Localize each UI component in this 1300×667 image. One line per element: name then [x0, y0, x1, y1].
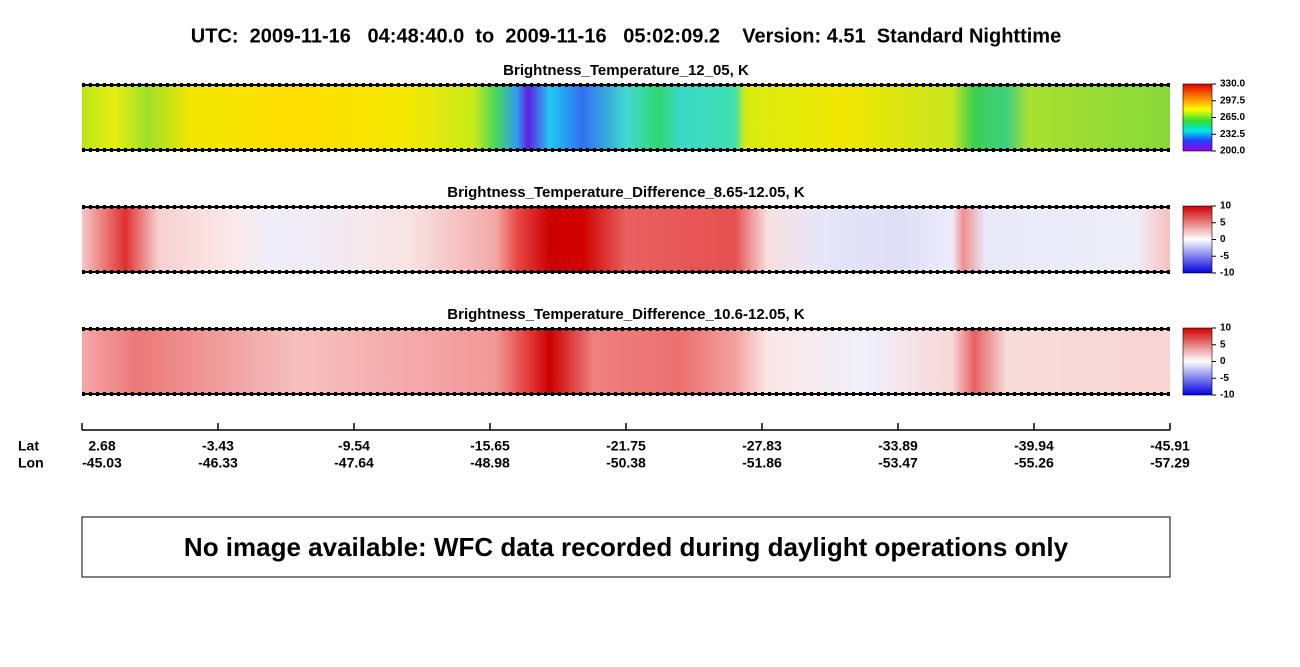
lat-value: -21.75 [606, 438, 646, 454]
lat-label: Lat [18, 438, 39, 454]
lat-value: -15.65 [470, 438, 510, 454]
lon-value: -57.29 [1150, 455, 1190, 471]
lon-value: -46.33 [198, 455, 238, 471]
colorbar-label: 232.5 [1220, 129, 1245, 140]
image-strip [82, 84, 1170, 151]
lon-value: -47.64 [334, 455, 374, 471]
panel-title: Brightness_Temperature_Difference_8.65-1… [447, 184, 805, 201]
message-box [81, 516, 1171, 578]
colorbar-label: -10 [1220, 390, 1235, 401]
lat-value: -33.89 [878, 438, 918, 454]
message: No image available: WFC data recorded du… [184, 532, 1069, 562]
colorbar-label: -10 [1220, 268, 1235, 279]
image-strip [82, 206, 1170, 273]
colorbar [1182, 205, 1213, 274]
lat-value: -3.43 [202, 438, 234, 454]
lat-value: -9.54 [338, 438, 370, 454]
lon-value: -45.03 [82, 455, 122, 471]
colorbar-label: -5 [1220, 251, 1229, 262]
lon-value: -55.26 [1014, 455, 1054, 471]
lat-value: -45.91 [1150, 438, 1190, 454]
lat-value: 2.68 [88, 438, 115, 454]
colorbar-label: 10 [1220, 323, 1232, 334]
colorbar [1182, 327, 1213, 396]
lon-value: -50.38 [606, 455, 646, 471]
colorbar-label: 265.0 [1220, 112, 1245, 123]
colorbar-label: 330.0 [1220, 79, 1245, 90]
colorbar-label: 10 [1220, 201, 1232, 212]
colorbar-label: 297.5 [1220, 95, 1245, 106]
colorbar-label: 0 [1220, 356, 1226, 367]
lat-value: -39.94 [1014, 438, 1054, 454]
colorbar-label: 200.0 [1220, 146, 1245, 157]
lon-label: Lon [18, 455, 44, 471]
colorbar-label: 0 [1220, 234, 1226, 245]
page-title: UTC: 2009-11-16 04:48:40.0 to 2009-11-16… [191, 25, 1061, 47]
colorbar-label: -5 [1220, 373, 1229, 384]
colorbar-label: 5 [1220, 217, 1226, 228]
panel-title: Brightness_Temperature_12_05, K [503, 62, 749, 79]
lon-value: -53.47 [878, 455, 918, 471]
lon-value: -51.86 [742, 455, 782, 471]
image-strip [82, 328, 1170, 395]
lat-value: -27.83 [742, 438, 782, 454]
panel-title: Brightness_Temperature_Difference_10.6-1… [447, 306, 805, 323]
colorbar [1182, 83, 1213, 152]
lon-value: -48.98 [470, 455, 510, 471]
colorbar-label: 5 [1220, 339, 1226, 350]
